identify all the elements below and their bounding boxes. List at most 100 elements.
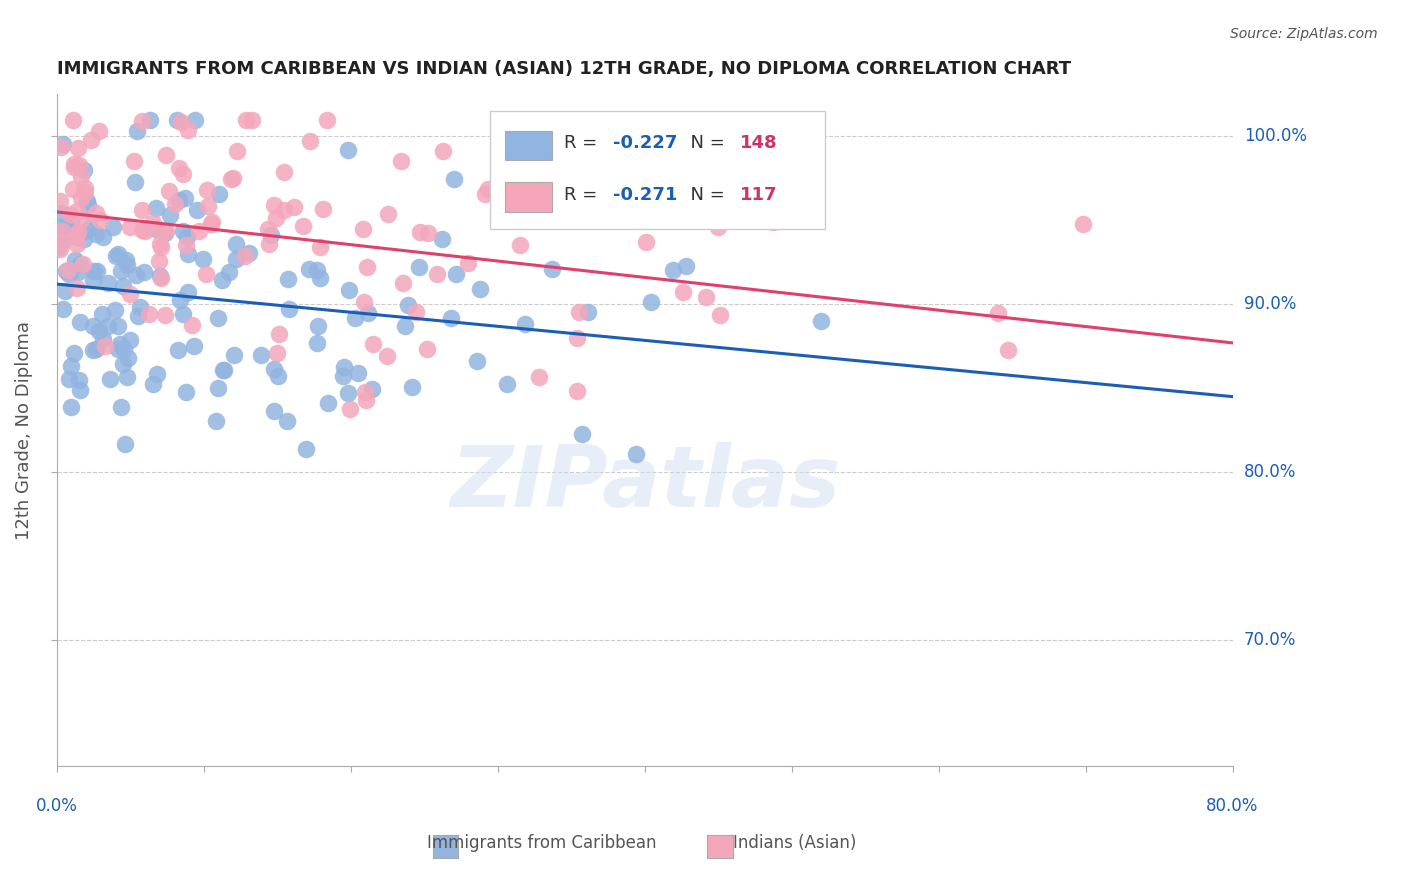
Point	[172, 167, 194, 181]
Point	[997, 343, 1019, 357]
Point	[269, 326, 291, 341]
Point	[309, 240, 332, 254]
Point	[82, 318, 104, 333]
Point	[112, 357, 135, 371]
FancyBboxPatch shape	[489, 112, 825, 228]
Point	[169, 293, 191, 308]
Point	[565, 331, 588, 345]
Point	[336, 143, 359, 157]
Text: 148: 148	[740, 135, 778, 153]
Point	[191, 252, 214, 267]
Point	[457, 255, 479, 269]
Point	[408, 225, 430, 239]
Point	[111, 279, 134, 293]
Point	[207, 381, 229, 395]
Point	[174, 238, 197, 252]
Point	[307, 263, 329, 277]
Point	[309, 271, 332, 285]
Point	[124, 175, 146, 189]
Point	[405, 305, 427, 319]
Point	[332, 369, 354, 384]
Point	[634, 235, 657, 249]
Point	[153, 226, 176, 240]
Point	[226, 144, 249, 158]
Point	[211, 273, 233, 287]
Point	[58, 267, 80, 281]
Point	[48, 194, 70, 208]
Point	[62, 346, 84, 360]
Point	[51, 225, 73, 239]
Point	[150, 223, 173, 237]
Point	[129, 300, 152, 314]
Point	[200, 218, 222, 232]
Text: R =: R =	[564, 186, 603, 204]
Point	[389, 153, 412, 168]
Point	[354, 384, 377, 399]
Point	[186, 202, 208, 217]
Point	[495, 377, 517, 392]
Point	[672, 285, 695, 300]
Point	[67, 141, 90, 155]
Point	[173, 191, 195, 205]
Point	[86, 205, 108, 219]
Point	[149, 239, 172, 253]
Text: 0.0%: 0.0%	[37, 797, 79, 814]
Point	[278, 301, 301, 316]
Point	[141, 216, 163, 230]
Point	[263, 404, 285, 418]
Point	[706, 219, 728, 234]
Text: -0.227: -0.227	[613, 135, 678, 153]
Point	[624, 447, 647, 461]
Point	[356, 260, 378, 274]
Point	[666, 194, 689, 208]
Point	[544, 183, 567, 197]
Point	[166, 112, 188, 127]
Point	[477, 182, 499, 196]
Point	[65, 228, 87, 243]
Text: 80.0%: 80.0%	[1244, 463, 1296, 481]
Point	[69, 384, 91, 398]
Point	[62, 182, 84, 196]
Point	[709, 308, 731, 322]
Point	[49, 233, 72, 247]
Point	[157, 185, 180, 199]
Point	[112, 342, 135, 356]
Point	[181, 318, 204, 332]
Point	[197, 199, 219, 213]
Point	[146, 367, 169, 381]
Point	[432, 144, 454, 158]
Point	[675, 260, 697, 274]
Point	[212, 362, 235, 376]
Point	[273, 164, 295, 178]
Point	[361, 337, 384, 351]
Point	[115, 258, 138, 272]
Point	[354, 392, 377, 407]
Point	[565, 384, 588, 399]
Point	[76, 223, 98, 237]
Point	[84, 343, 107, 357]
Point	[101, 219, 124, 234]
Point	[509, 237, 531, 252]
Point	[141, 376, 163, 391]
Point	[98, 372, 121, 386]
Point	[283, 200, 305, 214]
Text: 117: 117	[740, 186, 778, 204]
Point	[352, 221, 374, 235]
Text: N =: N =	[679, 186, 731, 204]
Point	[1073, 218, 1095, 232]
Text: R =: R =	[564, 135, 603, 153]
Point	[163, 197, 186, 211]
Text: 80.0%: 80.0%	[1206, 797, 1258, 814]
Text: Immigrants from Caribbean: Immigrants from Caribbean	[426, 834, 657, 852]
Point	[339, 402, 361, 417]
Point	[571, 427, 593, 442]
Point	[415, 343, 437, 357]
Point	[377, 207, 399, 221]
Point	[52, 235, 75, 249]
Point	[292, 219, 315, 233]
Point	[810, 314, 832, 328]
Point	[105, 249, 128, 263]
Point	[257, 222, 280, 236]
Point	[298, 262, 321, 277]
Point	[515, 317, 537, 331]
